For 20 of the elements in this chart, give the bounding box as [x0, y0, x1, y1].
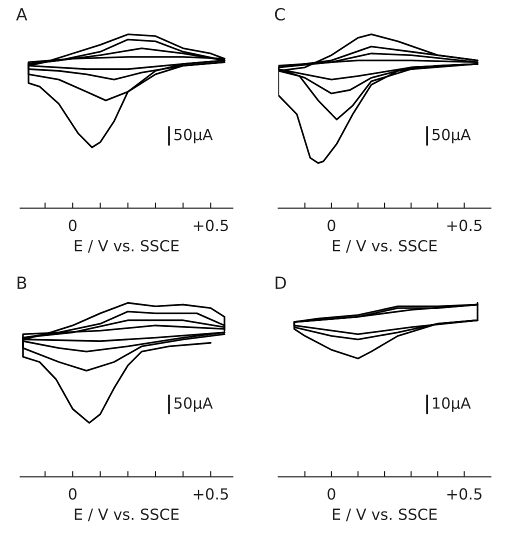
x-tick-label: 0 — [328, 220, 336, 232]
x-tick-label: +0.5 — [194, 488, 228, 500]
chart-title: A — [16, 8, 28, 20]
chart-title: D — [276, 276, 286, 289]
x-tick-label: 0 — [68, 488, 77, 500]
x-tick-label: +0.5 — [447, 488, 482, 500]
x-axis-title: E / V vs. SSCE — [74, 508, 179, 522]
chart-title: C — [274, 8, 285, 21]
x-tick-label: 0 — [328, 488, 336, 500]
x-axis-title: E / V vs. SSCE — [74, 240, 179, 253]
x-tick-label: 0 — [68, 220, 77, 232]
x-axis-title: E / V vs. SSCE — [332, 508, 437, 522]
x-axis-title: E / V vs. SSCE — [332, 240, 437, 253]
x-tick-label: +0.5 — [194, 220, 228, 232]
annotation: 50μA — [432, 128, 471, 144]
annotation: 50μA — [174, 397, 213, 412]
annotation: 10μA — [432, 397, 471, 412]
chart-title: B — [18, 276, 26, 289]
annotation: 50μA — [174, 128, 213, 144]
x-tick-label: +0.5 — [447, 220, 482, 232]
